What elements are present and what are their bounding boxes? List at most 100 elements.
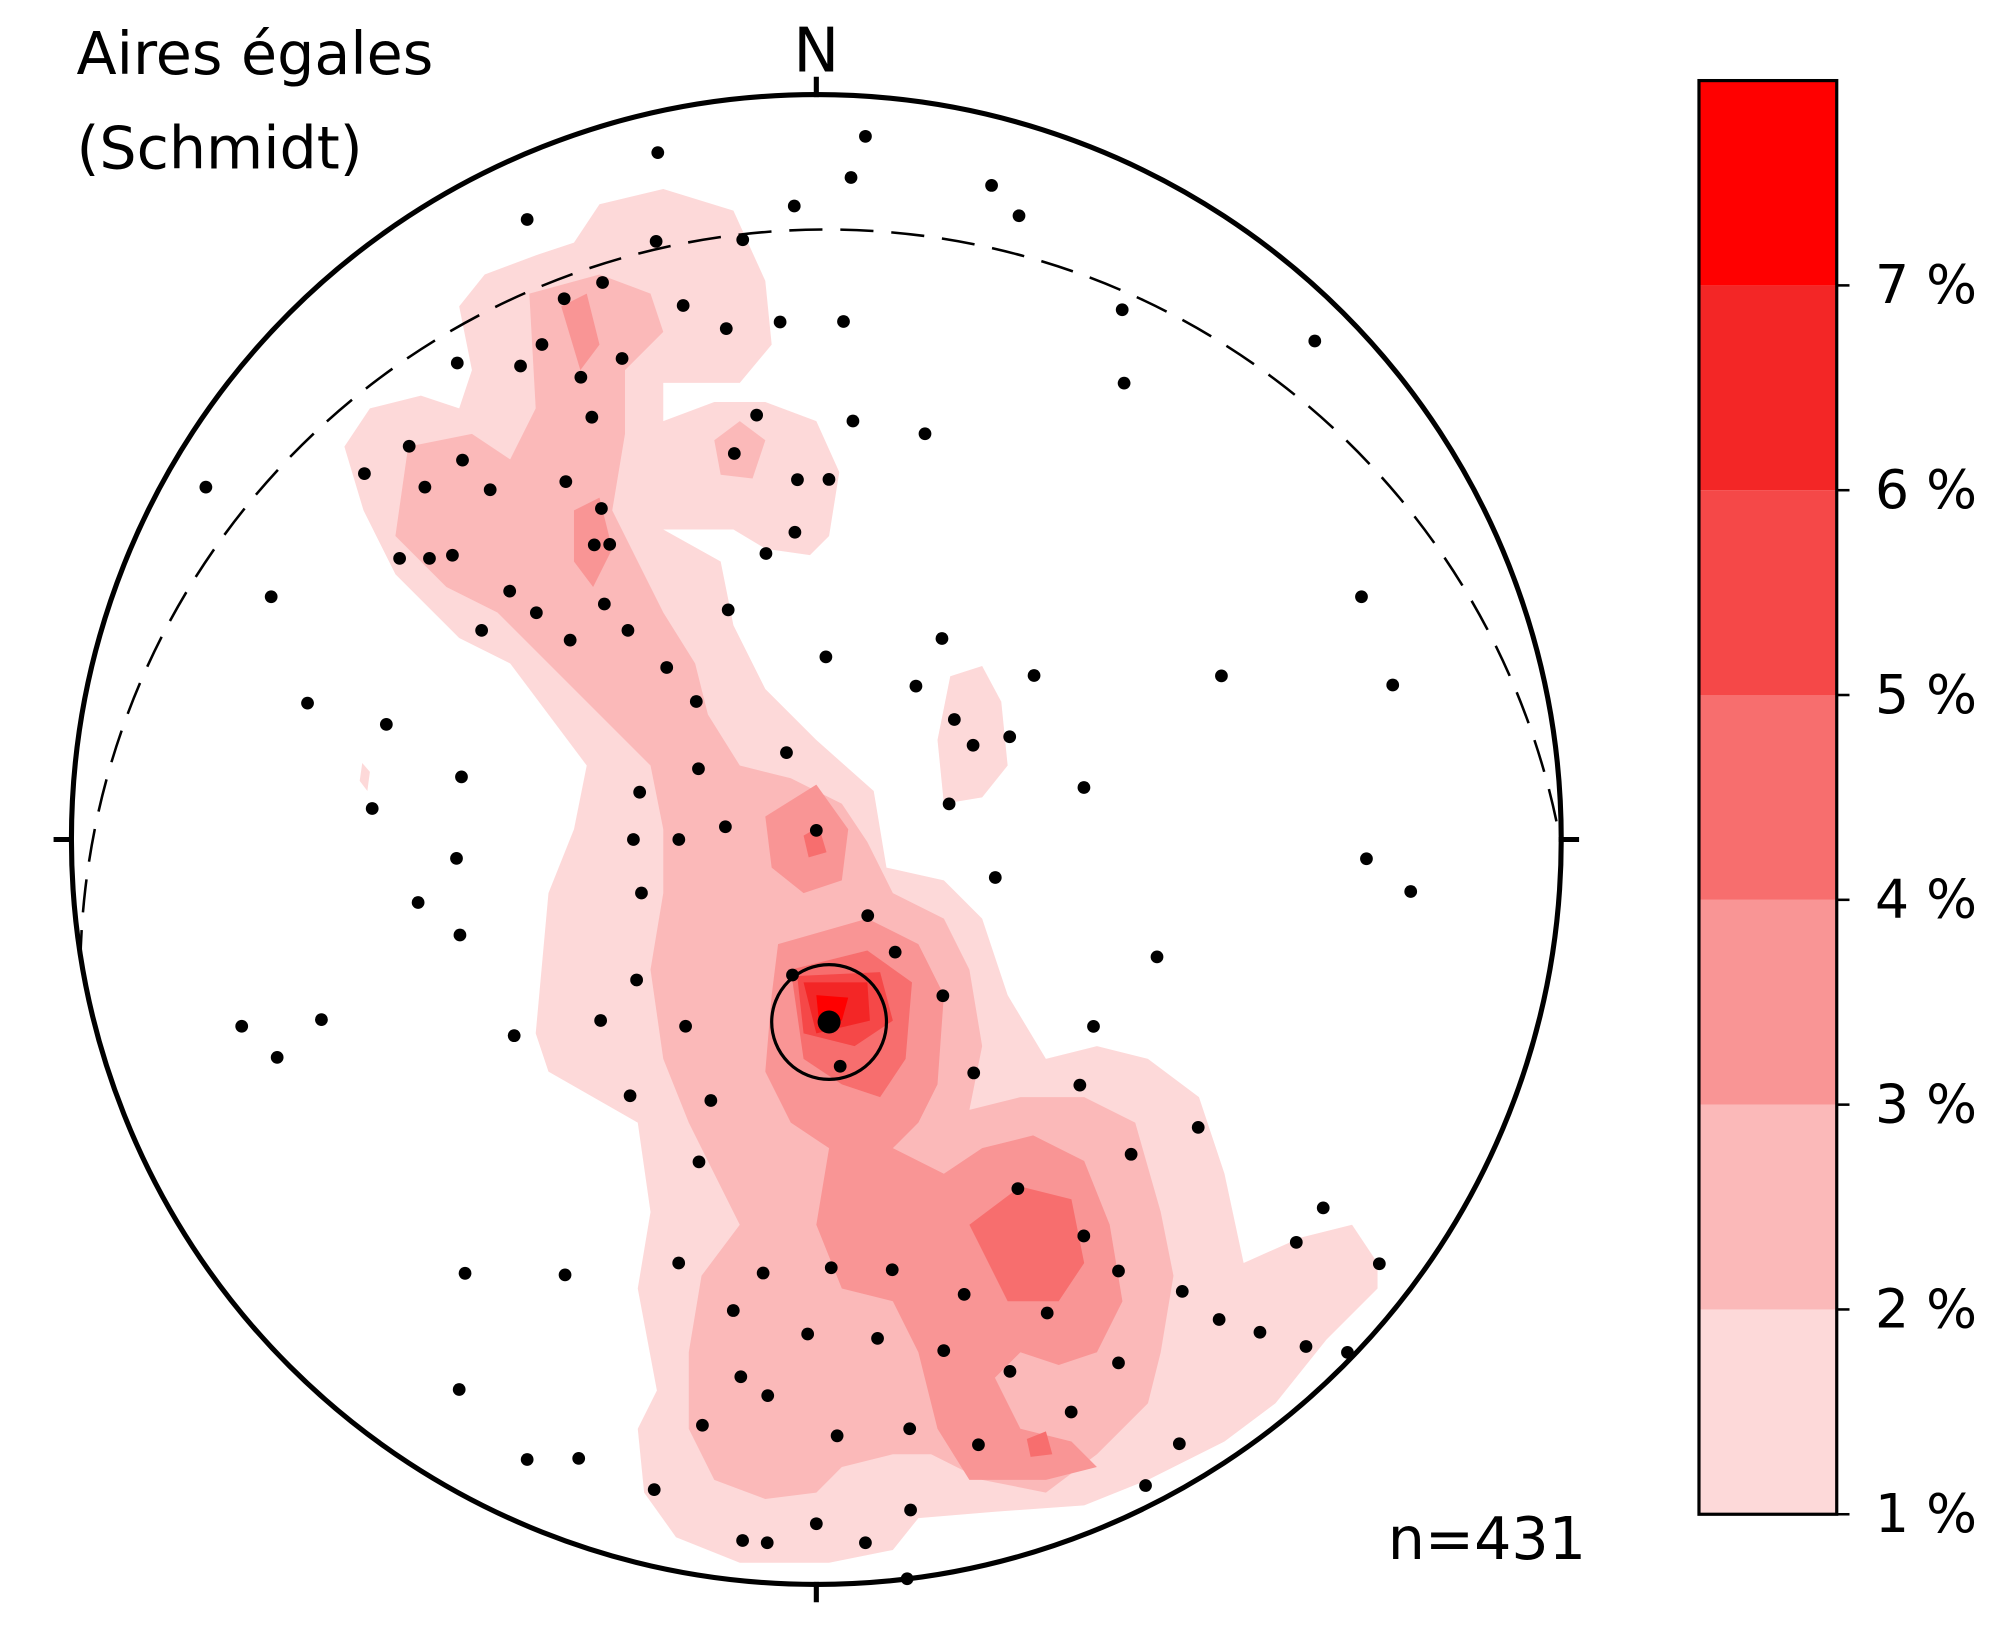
data-point — [801, 1327, 815, 1341]
data-point — [507, 1029, 521, 1043]
data-point — [1404, 885, 1418, 898]
colorbar-tick-label: 6 % — [1875, 458, 1977, 521]
data-point — [1073, 1078, 1087, 1092]
data-point — [446, 548, 459, 562]
data-point — [759, 547, 773, 560]
data-point — [846, 414, 860, 428]
data-point — [1289, 1235, 1303, 1249]
data-point — [418, 480, 432, 494]
data-point — [837, 315, 850, 328]
data-point — [450, 356, 464, 370]
colorbar-band — [1698, 1309, 1837, 1515]
data-point — [520, 213, 534, 226]
data-point — [726, 1304, 740, 1317]
data-point — [1175, 1285, 1189, 1298]
north-label: N — [793, 16, 839, 87]
data-point — [985, 179, 998, 192]
data-point — [692, 1155, 706, 1169]
data-point — [270, 1050, 284, 1064]
data-point — [558, 1268, 572, 1282]
data-point — [452, 1383, 466, 1396]
dashed-small-circle — [79, 228, 1562, 964]
data-point — [1003, 1365, 1017, 1378]
data-point — [1191, 1121, 1205, 1134]
data-point — [456, 453, 469, 467]
data-point — [676, 299, 690, 312]
data-point — [967, 1066, 981, 1080]
data-point — [1386, 678, 1400, 692]
data-point — [423, 552, 436, 565]
data-point — [947, 713, 961, 726]
data-point — [888, 945, 902, 959]
colorbar-band — [1698, 695, 1837, 900]
data-point — [819, 650, 833, 664]
data-point — [788, 525, 802, 539]
data-point — [719, 820, 732, 834]
data-point — [830, 1429, 844, 1443]
data-point — [780, 746, 793, 760]
data-point — [972, 1438, 985, 1452]
data-point — [402, 439, 416, 453]
data-point — [1316, 1201, 1330, 1215]
colorbar-band — [1698, 285, 1837, 491]
data-point — [603, 537, 617, 551]
data-point — [824, 1261, 838, 1275]
data-point — [301, 696, 314, 710]
data-point — [957, 1287, 971, 1301]
data-point — [936, 989, 950, 1003]
data-point — [1355, 590, 1368, 604]
data-point — [1077, 1229, 1091, 1243]
data-point — [458, 1266, 472, 1280]
data-point — [1077, 781, 1091, 794]
data-point — [627, 833, 640, 846]
data-point — [358, 467, 371, 480]
data-point — [1372, 1257, 1386, 1271]
data-point — [450, 852, 463, 865]
data-point — [935, 632, 949, 645]
data-point — [1215, 669, 1228, 683]
density-contours — [79, 189, 1562, 1563]
data-point — [647, 1483, 661, 1497]
data-point — [365, 802, 379, 815]
data-point — [1212, 1313, 1226, 1326]
data-point — [559, 475, 573, 488]
data-point — [937, 1344, 951, 1357]
data-point — [199, 480, 213, 494]
data-point — [635, 886, 648, 900]
data-point — [595, 502, 608, 515]
data-point — [1112, 1264, 1125, 1278]
count-label: n=431 — [1388, 1505, 1586, 1573]
data-point — [514, 359, 527, 373]
data-point — [750, 408, 764, 422]
data-point — [727, 447, 741, 460]
data-point — [773, 315, 787, 329]
colorbar-frame — [1697, 78, 1839, 1516]
data-point — [529, 606, 543, 620]
data-point — [563, 633, 577, 647]
colorbar-tick-label: 4 % — [1875, 868, 1977, 931]
mean-confidence-circle — [770, 963, 889, 1081]
data-point — [1027, 669, 1041, 682]
colorbar-tick-label: 1 % — [1875, 1482, 1977, 1545]
data-point — [1360, 852, 1373, 866]
data-point — [1012, 209, 1026, 223]
data-point — [1115, 303, 1129, 317]
data-point — [859, 1536, 872, 1550]
data-point — [264, 590, 278, 604]
data-point — [574, 370, 588, 384]
data-point — [736, 233, 750, 247]
colorbar-tick-label: 5 % — [1875, 663, 1977, 726]
data-point — [809, 823, 823, 837]
data-point — [822, 473, 836, 486]
data-point — [1117, 376, 1131, 390]
data-point — [535, 338, 549, 351]
data-point — [1064, 1405, 1078, 1419]
data-point — [734, 1370, 748, 1384]
data-point — [696, 1418, 709, 1432]
colorbar-band — [1698, 899, 1837, 1105]
data-point — [719, 322, 733, 336]
data-point — [393, 552, 406, 565]
data-point — [1112, 1356, 1125, 1370]
data-point — [859, 129, 872, 143]
